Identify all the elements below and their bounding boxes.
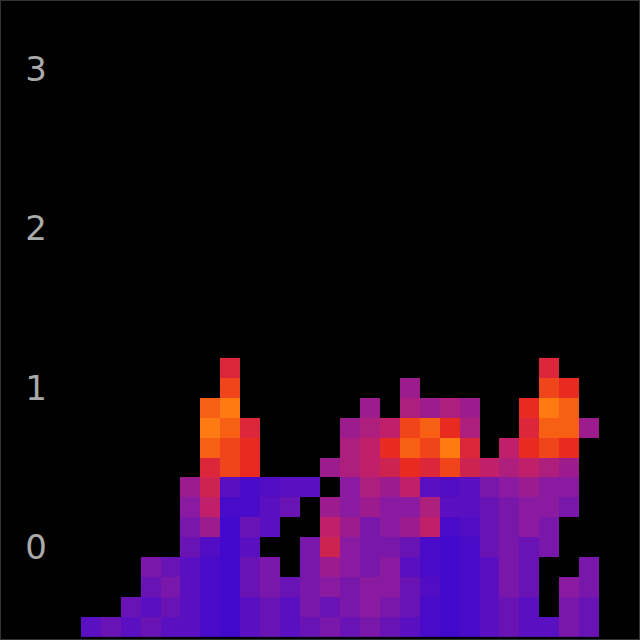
- svg-text:1: 1: [25, 368, 47, 408]
- svg-text:3: 3: [25, 49, 47, 89]
- svg-text:0: 0: [25, 527, 47, 567]
- svg-text:2: 2: [25, 208, 47, 248]
